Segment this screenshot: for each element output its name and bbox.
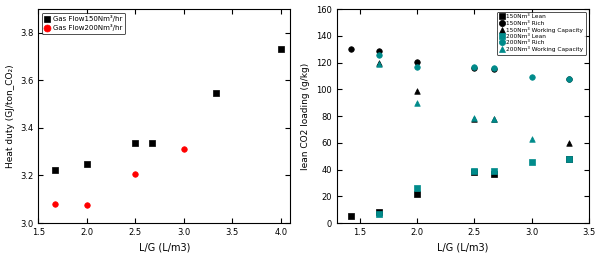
Point <box>82 203 91 207</box>
Point <box>489 117 499 121</box>
Point <box>489 117 499 121</box>
Point <box>211 91 221 95</box>
Point <box>412 60 422 64</box>
Point <box>564 157 574 161</box>
Point <box>489 169 499 173</box>
Point <box>489 172 499 176</box>
Point <box>130 141 140 146</box>
Point <box>130 172 140 176</box>
Point <box>469 169 479 173</box>
Legend: 150Nm³ Lean, 150Nm³ Rich, 150Nm³ Working Capacity, 200Nm³ Lean, 200Nm³ Rich, 200: 150Nm³ Lean, 150Nm³ Rich, 150Nm³ Working… <box>497 12 586 55</box>
Point <box>346 214 355 219</box>
Y-axis label: Heat duty (GJ/ton_CO₂): Heat duty (GJ/ton_CO₂) <box>5 64 14 168</box>
Point <box>469 116 479 120</box>
Point <box>564 157 574 161</box>
Point <box>526 137 536 141</box>
Point <box>412 186 422 190</box>
Point <box>179 147 189 151</box>
Point <box>564 141 574 145</box>
Point <box>489 66 499 70</box>
Point <box>276 47 285 52</box>
Point <box>374 210 384 214</box>
Point <box>564 77 574 81</box>
Point <box>374 52 384 57</box>
Point <box>489 67 499 71</box>
Point <box>526 159 536 164</box>
Point <box>374 212 384 216</box>
Point <box>469 117 479 121</box>
Point <box>346 47 355 51</box>
Point <box>412 88 422 93</box>
Point <box>374 49 384 53</box>
Point <box>412 65 422 69</box>
Y-axis label: lean CO2 loading (g/kg): lean CO2 loading (g/kg) <box>302 62 311 170</box>
Point <box>564 77 574 81</box>
Point <box>469 66 479 70</box>
X-axis label: L/G (L/m3): L/G (L/m3) <box>437 243 489 252</box>
Point <box>50 202 59 206</box>
Point <box>147 141 157 146</box>
Point <box>412 101 422 105</box>
Legend: Gas Flow150Nm³/hr, Gas Flow200Nm³/hr: Gas Flow150Nm³/hr, Gas Flow200Nm³/hr <box>42 13 125 34</box>
Point <box>469 170 479 174</box>
Point <box>374 62 384 66</box>
Point <box>82 162 91 166</box>
Point <box>526 75 536 79</box>
Point <box>374 60 384 64</box>
Point <box>412 191 422 196</box>
Point <box>50 167 59 172</box>
X-axis label: L/G (L/m3): L/G (L/m3) <box>139 243 190 252</box>
Point <box>469 65 479 69</box>
